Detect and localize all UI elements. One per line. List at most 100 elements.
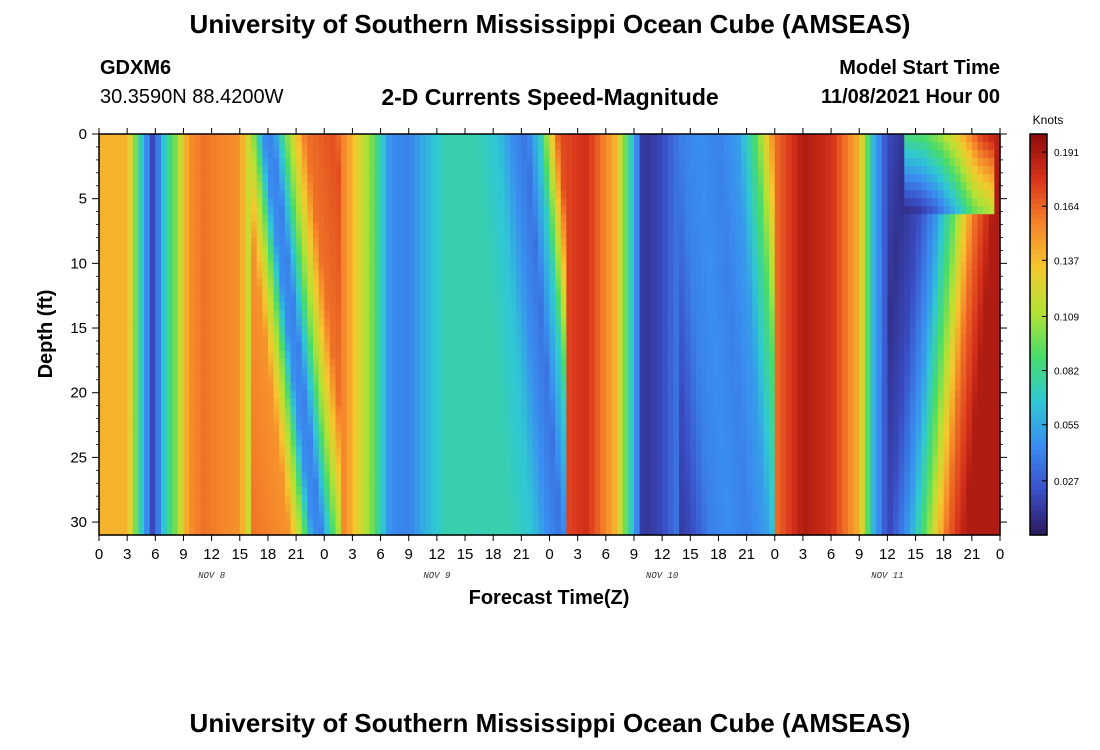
heatmap-cell [403, 150, 410, 159]
heatmap-cell [594, 526, 601, 536]
heatmap-cell [341, 414, 348, 424]
heatmap-cell [386, 470, 393, 480]
heatmap-cell [273, 398, 280, 408]
heatmap-cell [583, 198, 590, 207]
heatmap-cell [510, 342, 517, 352]
heatmap-cell [262, 486, 269, 496]
heatmap-cell [99, 158, 106, 167]
heatmap-cell [380, 286, 387, 295]
heatmap-cell [470, 222, 477, 231]
heatmap-cell [127, 198, 134, 207]
heatmap-cell [403, 142, 410, 151]
heatmap-cell [132, 382, 140, 392]
heatmap-cell [431, 222, 438, 231]
heatmap-cell [538, 510, 545, 520]
heatmap-cell [555, 150, 562, 159]
heatmap-cell [183, 510, 190, 520]
heatmap-cell [442, 510, 449, 520]
heatmap-cell [588, 238, 596, 247]
heatmap-cell [391, 510, 399, 520]
heatmap-cell [99, 310, 106, 320]
heatmap-cell [245, 134, 252, 143]
heatmap-cell [284, 422, 292, 432]
heatmap-cell [177, 286, 185, 295]
heatmap-cell [453, 198, 460, 207]
heatmap-cell [459, 158, 466, 167]
heatmap-cell [453, 462, 460, 472]
heatmap-cell [403, 478, 410, 488]
heatmap-cell [172, 526, 179, 536]
heatmap-cell [312, 302, 320, 312]
heatmap-cell [470, 142, 477, 151]
heatmap-cell [465, 318, 472, 328]
heatmap-cell [397, 318, 404, 328]
heatmap-cell [335, 430, 342, 440]
heatmap-cell [189, 222, 196, 231]
heatmap-cell [617, 406, 624, 416]
heatmap-cell [222, 390, 230, 400]
heatmap-cell [459, 374, 466, 384]
heatmap-cell [386, 182, 393, 191]
heatmap-cell [324, 470, 331, 480]
heatmap-cell [284, 270, 292, 279]
heatmap-cell [639, 438, 646, 448]
heatmap-cell [549, 134, 556, 143]
heatmap-cell [222, 294, 230, 304]
heatmap-cell [645, 182, 652, 191]
heatmap-cell [183, 422, 190, 432]
heatmap-cell [611, 382, 618, 392]
heatmap-cell [183, 430, 190, 440]
heatmap-cell [572, 174, 579, 183]
heatmap-cell [149, 446, 156, 456]
heatmap-cell [639, 238, 646, 247]
heatmap-cell [403, 422, 410, 432]
heatmap-cell [284, 134, 292, 143]
heatmap-cell [555, 446, 562, 456]
heatmap-cell [577, 294, 584, 304]
heatmap-cell [656, 390, 663, 400]
heatmap-cell [329, 294, 337, 304]
heatmap-cell [408, 174, 415, 183]
heatmap-cell [301, 382, 308, 392]
heatmap-cell [267, 206, 275, 215]
heatmap-cell [155, 374, 162, 384]
heatmap-cell [543, 478, 551, 488]
heatmap-cell [279, 478, 286, 488]
heatmap-cell [408, 286, 415, 295]
heatmap-cell [99, 462, 106, 472]
heatmap-cell [538, 502, 545, 512]
heatmap-cell [245, 382, 252, 392]
heatmap-cell [493, 382, 500, 392]
heatmap-cell [583, 278, 590, 287]
heatmap-cell [312, 374, 320, 384]
heatmap-cell [453, 422, 460, 432]
heatmap-cell [600, 214, 607, 223]
heatmap-cell [335, 198, 342, 207]
heatmap-cell [352, 246, 359, 255]
heatmap-cell [267, 470, 275, 480]
heatmap-cell [560, 462, 567, 472]
heatmap-cell [189, 478, 196, 488]
heatmap-cell [419, 158, 427, 167]
heatmap-cell [605, 198, 613, 207]
heatmap-cell [205, 438, 213, 448]
heatmap-cell [532, 470, 539, 480]
heatmap-cell [149, 142, 156, 151]
heatmap-cell [431, 430, 438, 440]
heatmap-cell [352, 278, 359, 287]
heatmap-cell [335, 374, 342, 384]
heatmap-cell [386, 214, 393, 223]
heatmap-cell [132, 478, 140, 488]
heatmap-cell [622, 414, 629, 424]
heatmap-cell [600, 526, 607, 536]
heatmap-cell [132, 494, 140, 504]
heatmap-cell [121, 262, 128, 271]
heatmap-cell [504, 494, 511, 504]
heatmap-cell [431, 334, 438, 344]
heatmap-cell [352, 526, 359, 536]
heatmap-cell [617, 206, 624, 215]
heatmap-cell [549, 318, 556, 328]
heatmap-cell [301, 190, 308, 199]
heatmap-cell [493, 470, 500, 480]
heatmap-cell [273, 222, 280, 231]
